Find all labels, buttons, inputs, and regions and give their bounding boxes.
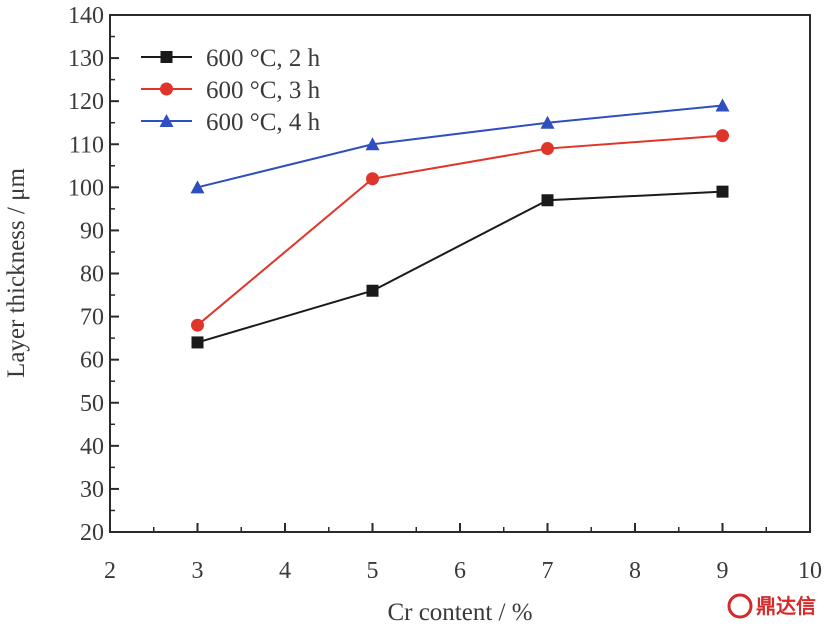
legend-marker <box>160 51 173 63</box>
legend-item: 600 °C, 4 h <box>141 109 321 136</box>
series-line <box>197 190 723 344</box>
y-tick-label: 60 <box>80 348 104 374</box>
y-axis-title: Layer thickness / μm <box>3 168 30 378</box>
y-tick-label: 90 <box>80 218 104 244</box>
x-tick-label: 2 <box>104 558 116 584</box>
data-point <box>541 194 554 207</box>
y-tick-label: 40 <box>80 434 104 460</box>
data-point <box>366 172 379 186</box>
data-point <box>541 142 554 156</box>
y-tick-label: 30 <box>80 477 104 503</box>
y-tick-label: 120 <box>68 89 104 115</box>
x-tick-label: 8 <box>629 558 641 584</box>
y-tick-label: 100 <box>68 175 104 201</box>
x-tick-label: 7 <box>542 558 554 584</box>
series-3 <box>190 98 730 194</box>
legend-label: 600 °C, 4 h <box>206 109 321 136</box>
x-tick-label: 4 <box>279 558 291 584</box>
series-1 <box>191 185 729 349</box>
legend-label: 600 °C, 3 h <box>206 77 321 104</box>
data-point <box>365 137 380 151</box>
data-point <box>715 98 730 112</box>
legend-item: 600 °C, 2 h <box>141 45 321 72</box>
data-point <box>366 284 379 297</box>
data-point <box>191 318 204 332</box>
watermark: 鼎达信 <box>727 593 816 619</box>
y-tick-label: 50 <box>80 391 104 417</box>
data-point <box>716 185 729 198</box>
y-tick-label: 20 <box>80 520 104 546</box>
x-tick-label: 10 <box>798 558 822 584</box>
data-point <box>716 129 729 143</box>
legend-marker <box>160 82 173 96</box>
series-line <box>196 134 723 326</box>
y-tick-label: 130 <box>68 46 104 72</box>
y-tick-label: 110 <box>69 132 104 158</box>
x-tick-label: 6 <box>454 558 466 584</box>
legend-marker <box>159 114 174 127</box>
series-line <box>197 104 723 189</box>
data-point <box>540 115 555 129</box>
y-tick-label: 70 <box>80 305 104 331</box>
watermark-logo-icon <box>727 593 753 619</box>
watermark-text: 鼎达信 <box>756 594 816 618</box>
legend-item: 600 °C, 3 h <box>141 77 321 104</box>
series-layer <box>190 98 730 349</box>
x-axis-title: Cr content / % <box>387 599 532 626</box>
data-point <box>191 336 204 349</box>
x-tick-label: 9 <box>717 558 729 584</box>
x-axis: 2 3 4 5 6 7 8 9 10 <box>104 523 822 584</box>
y-axis: 20 30 40 50 60 70 80 90 100 110 120 130 140 <box>68 3 119 546</box>
y-tick-label: 140 <box>68 3 104 29</box>
series-2 <box>191 129 729 332</box>
x-tick-label: 3 <box>192 558 204 584</box>
legend-label: 600 °C, 2 h <box>206 45 321 72</box>
y-tick-label: 80 <box>80 262 104 288</box>
data-point <box>190 180 205 194</box>
x-tick-label: 5 <box>367 558 379 584</box>
legend: 600 °C, 2 h 600 °C, 3 h 600 °C, 4 h <box>141 45 321 136</box>
